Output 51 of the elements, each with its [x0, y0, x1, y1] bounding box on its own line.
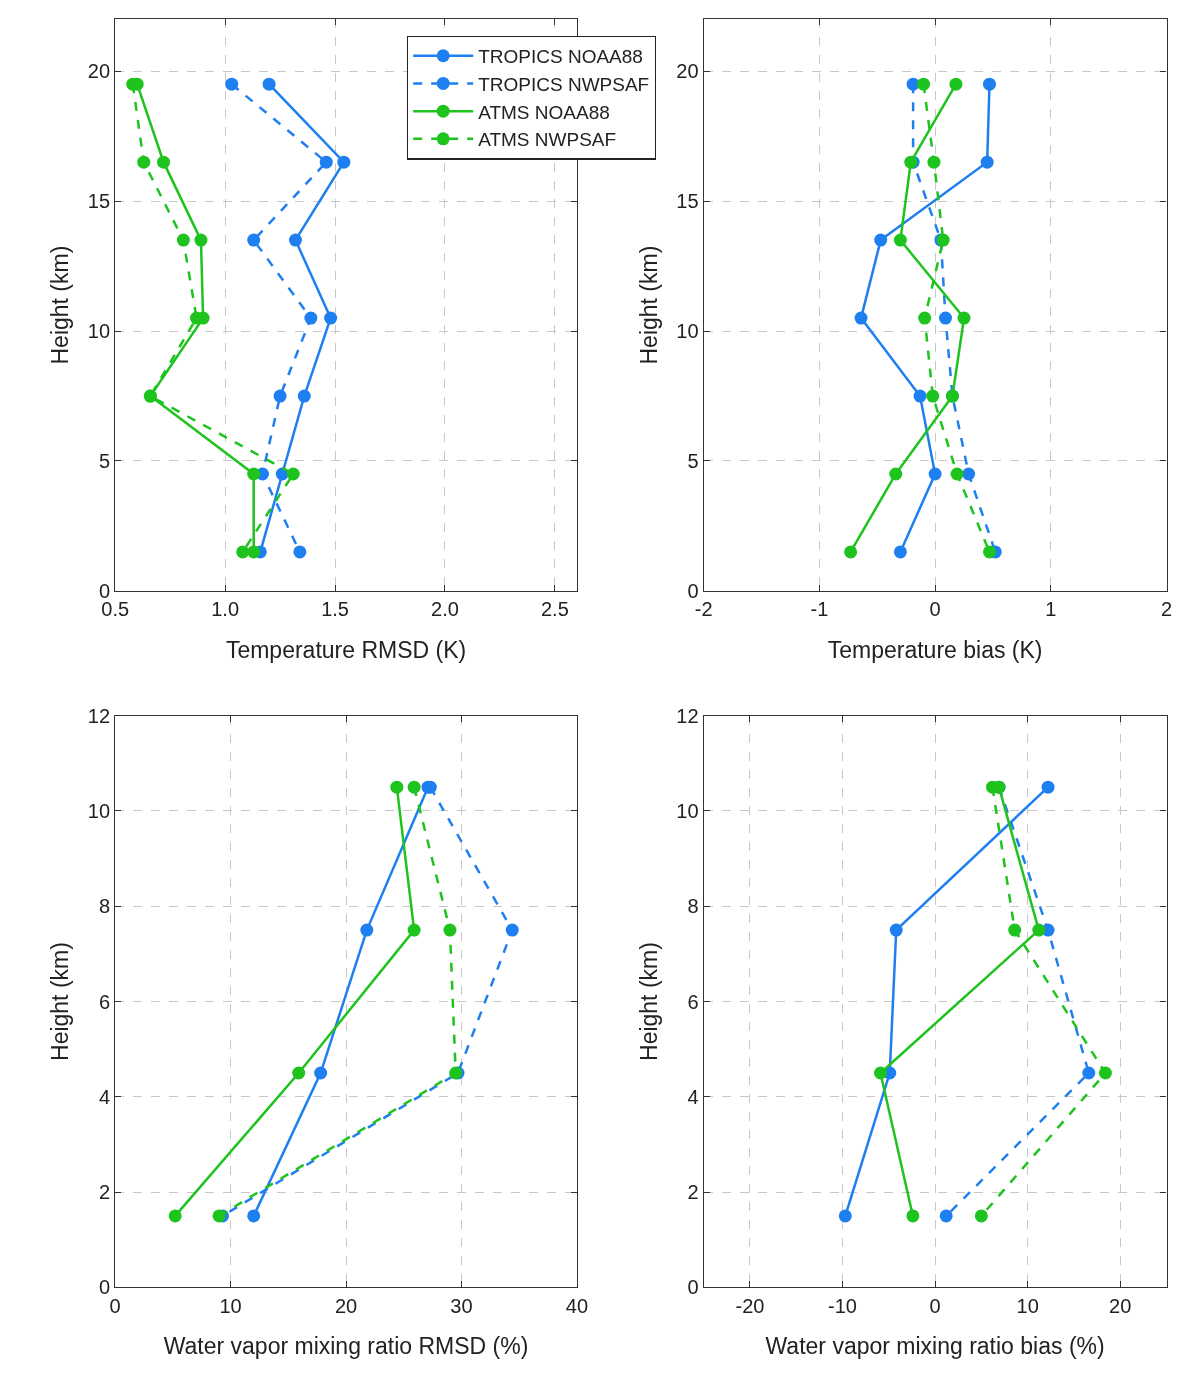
y-tick-label: 20 — [87, 60, 111, 83]
y-axis-title: Height (km) — [47, 245, 74, 365]
y-tick-label: 4 — [98, 1085, 111, 1108]
x-tick-label: 0 — [929, 598, 941, 621]
x-tick-label: 2 — [1160, 598, 1173, 621]
x-tick-label: 10 — [1016, 1294, 1039, 1317]
y-tick-label: 5 — [687, 450, 699, 472]
y-tick-label: 10 — [676, 799, 699, 822]
x-tick-label: 10 — [219, 1294, 242, 1317]
x-tick-label: -10 — [828, 1294, 857, 1317]
y-tick-label: 2 — [687, 1181, 699, 1204]
y-tick-label: 15 — [87, 190, 111, 213]
x-tick-label: -20 — [735, 1294, 765, 1317]
x-tick-label: 20 — [334, 1294, 358, 1317]
y-tick-label: 20 — [676, 60, 699, 83]
x-axis-title: Water vapor mixing ratio bias (%) — [765, 1333, 1105, 1360]
y-tick-label: 0 — [98, 1276, 111, 1299]
legend-label: TROPICS NOAA88 — [478, 46, 643, 68]
y-axis-title: Height (km) — [635, 942, 662, 1061]
y-tick-label: 5 — [98, 450, 111, 472]
x-tick-label: 1.0 — [211, 598, 240, 621]
y-tick-label: 15 — [676, 190, 699, 213]
y-tick-label: 6 — [98, 990, 111, 1013]
y-tick-label: 12 — [676, 704, 699, 727]
y-tick-label: 4 — [687, 1085, 699, 1108]
legend-label: ATMS NWPSAF — [478, 129, 617, 151]
x-tick-label: 1 — [1045, 598, 1057, 621]
legend-label: TROPICS NWPSAF — [478, 73, 650, 95]
x-axis-title: Temperature RMSD (K) — [225, 636, 467, 663]
y-tick-label: 0 — [687, 1276, 699, 1299]
y-tick-label: 10 — [87, 320, 111, 343]
y-tick-label: 10 — [676, 320, 699, 343]
y-tick-label: 6 — [687, 990, 699, 1013]
x-tick-label: -1 — [810, 598, 829, 621]
y-tick-label: 8 — [98, 895, 111, 918]
x-tick-label: 20 — [1109, 1294, 1132, 1317]
x-axis-title: Temperature bias (K) — [827, 636, 1043, 663]
legend-label: ATMS NOAA88 — [478, 101, 610, 123]
x-axis-title: Water vapor mixing ratio RMSD (%) — [163, 1333, 529, 1360]
x-tick-label: 40 — [565, 1294, 589, 1317]
y-tick-label: 2 — [98, 1181, 111, 1204]
x-tick-label: 2.5 — [540, 598, 569, 621]
y-axis-title: Height (km) — [635, 245, 662, 365]
x-tick-label: 1.5 — [321, 598, 349, 621]
y-tick-label: 8 — [687, 895, 699, 918]
y-axis-title: Height (km) — [47, 942, 74, 1061]
y-tick-label: 10 — [87, 799, 111, 822]
x-tick-label: 30 — [450, 1294, 473, 1317]
x-tick-label: 0 — [929, 1294, 941, 1317]
y-tick-label: 12 — [87, 704, 111, 727]
x-tick-label: 2.0 — [431, 598, 459, 621]
